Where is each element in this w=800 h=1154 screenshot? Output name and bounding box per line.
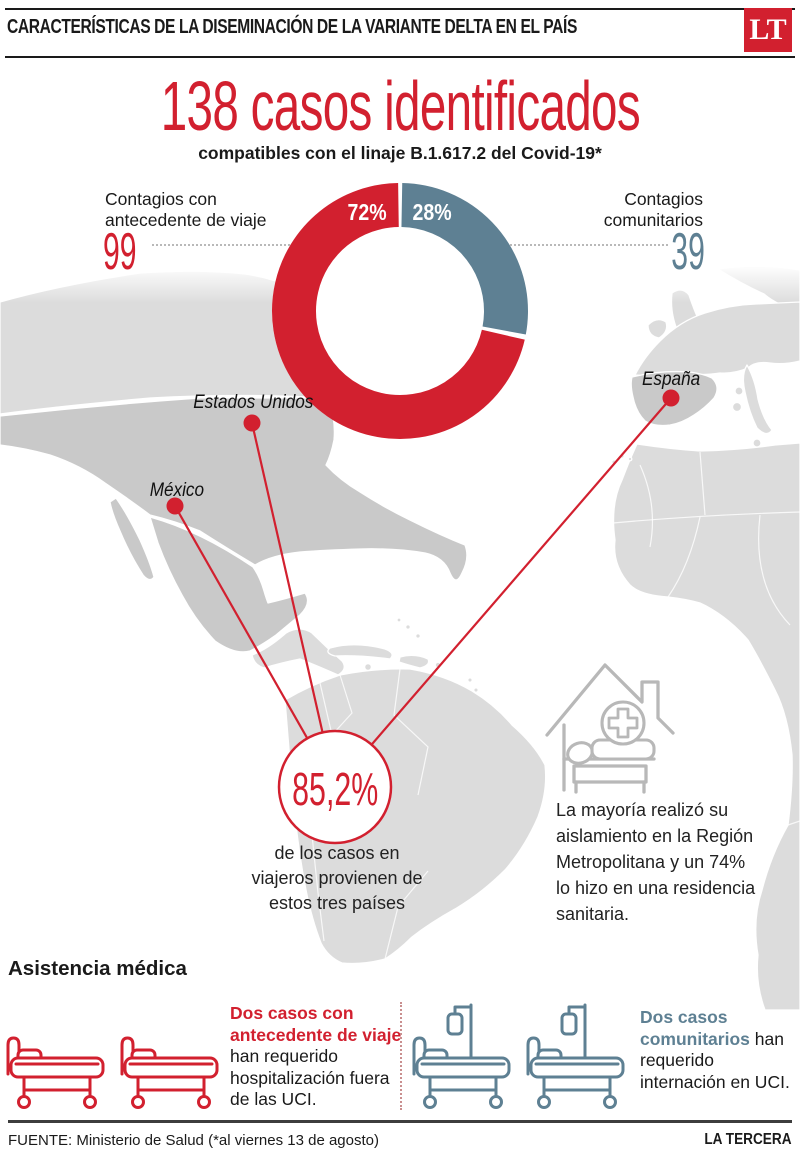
- map-africa-borders: [612, 451, 800, 826]
- map-africa: [612, 442, 800, 1010]
- isolation-note: La mayoría realizó su aislamiento en la …: [556, 800, 756, 924]
- highlight-caption: de los casos en viajeros provienen de es…: [251, 843, 423, 913]
- patient-head: [566, 741, 594, 765]
- assistance-divider: [400, 1002, 402, 1110]
- bed-icon-uci: [412, 1003, 511, 1109]
- legend-community-label: Contagios comunitarios: [603, 189, 703, 230]
- map-baja: [109, 497, 155, 581]
- map-usa: [0, 397, 468, 581]
- leader-left: [152, 244, 290, 246]
- map-label-spain: España: [642, 368, 701, 390]
- donut-label-28: 28%: [412, 199, 452, 225]
- highlight-circle: [277, 729, 393, 845]
- legend-travel-value: 99: [103, 223, 137, 281]
- bed-icon-red: [120, 1036, 219, 1109]
- headline-cases: 138 casos identificados: [160, 67, 640, 145]
- header-bottom-rule: [5, 56, 795, 58]
- footer-brand: LA TERCERA: [704, 1131, 792, 1148]
- highlight-percentage: 85,2%: [291, 763, 379, 815]
- bed-icon-red: [6, 1036, 105, 1109]
- map-ireland: [647, 318, 668, 339]
- lt-logo: LT: [744, 8, 792, 52]
- donut-slice-viaje: [272, 183, 528, 439]
- legend-community-value: 39: [671, 223, 705, 281]
- map-italy: [742, 364, 773, 435]
- legend-travel-label: Contagios con antecedente de viaje: [105, 189, 267, 230]
- assistance-heading: Asistencia médica: [8, 957, 187, 980]
- house-isolation-icon: [545, 663, 675, 794]
- footer-rule: [8, 1120, 792, 1123]
- map-label-usa: Estados Unidos: [192, 391, 314, 413]
- medical-cross-icon: [607, 707, 639, 739]
- assistance-community-text: Dos casos comunitarios han requerido int…: [640, 1007, 790, 1092]
- footer-source: FUENTE: Ministerio de Salud (*al viernes…: [8, 1132, 380, 1149]
- house-roof-icon: [545, 663, 675, 737]
- headline-subtitle: compatibles con el linaje B.1.617.2 del …: [198, 143, 602, 163]
- dot-mexico: [166, 497, 184, 515]
- map-label-mexico: México: [149, 479, 205, 501]
- leader-right: [510, 244, 668, 246]
- hospital-beds-red: [6, 1036, 219, 1109]
- donut-label-72: 72%: [347, 199, 387, 225]
- map-europe: [634, 301, 800, 376]
- bed-base: [572, 764, 648, 784]
- assistance-travel-text: Dos casos con antecedente de viaje han r…: [230, 1003, 402, 1109]
- dot-spain: [662, 389, 680, 407]
- bed-icon-uci: [526, 1003, 625, 1109]
- page-title: CARACTERÍSTICAS DE LA DISEMINACIÓN DE LA…: [7, 16, 577, 38]
- map-sa-borders: [304, 668, 429, 960]
- dot-usa: [243, 414, 261, 432]
- donut-chart: [272, 183, 528, 439]
- hospital-beds-blue: [412, 1003, 625, 1109]
- header-top-rule: [5, 8, 795, 10]
- map-mexico: [149, 516, 309, 653]
